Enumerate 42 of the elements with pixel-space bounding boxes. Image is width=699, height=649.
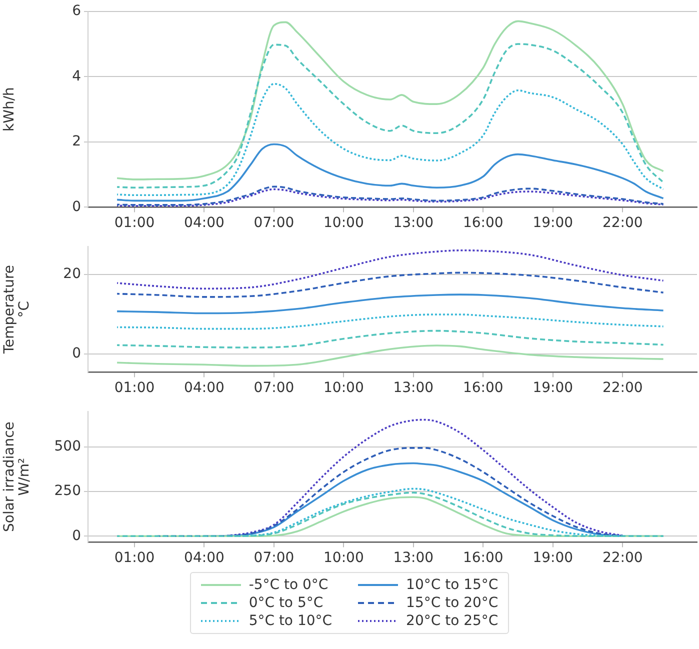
y-axis-title: Temperature °C bbox=[1, 264, 33, 355]
x-tick-label: 19:00 bbox=[532, 550, 574, 566]
x-tick-label: 10:00 bbox=[324, 380, 364, 396]
legend-label: -5°C to 0°C bbox=[248, 577, 328, 593]
x-tick-label: 22:00 bbox=[602, 215, 643, 232]
legend-label: 15°C to 20°C bbox=[406, 595, 498, 611]
y-axis-title: Solar irradiance W/m² bbox=[1, 422, 33, 532]
y-tick-label: 0 bbox=[72, 198, 81, 215]
x-tick-label: 01:00 bbox=[114, 215, 155, 232]
x-tick-label: 10:00 bbox=[324, 550, 364, 566]
x-tick-label: 22:00 bbox=[602, 550, 643, 566]
y-tick-label: 20 bbox=[63, 266, 81, 282]
x-tick-label: 07:00 bbox=[254, 215, 294, 232]
x-tick-label: 16:00 bbox=[462, 380, 504, 396]
y-tick-label: 4 bbox=[72, 68, 82, 84]
y-axis-title: kWh/h bbox=[1, 87, 18, 132]
x-tick-label: 01:00 bbox=[114, 550, 155, 566]
x-tick-label: 16:00 bbox=[462, 215, 504, 232]
legend-label: 5°C to 10°C bbox=[248, 613, 332, 629]
y-tick-label: 250 bbox=[54, 483, 81, 500]
x-tick-label: 13:00 bbox=[393, 550, 434, 566]
x-tick-label: 07:00 bbox=[254, 380, 294, 396]
x-tick-label: 16:00 bbox=[462, 550, 504, 566]
y-tick-label: 6 bbox=[72, 3, 82, 20]
x-tick-label: 22:00 bbox=[602, 380, 643, 396]
legend-label: 0°C to 5°C bbox=[248, 595, 324, 611]
x-tick-label: 07:00 bbox=[254, 550, 294, 566]
x-tick-label: 13:00 bbox=[393, 215, 434, 232]
y-tick-label: 0 bbox=[72, 528, 81, 544]
x-tick-label: 19:00 bbox=[532, 380, 574, 396]
x-tick-label: 10:00 bbox=[324, 215, 364, 232]
x-tick-label: 04:00 bbox=[184, 380, 224, 396]
x-tick-label: 04:00 bbox=[184, 550, 224, 566]
y-tick-label: 0 bbox=[72, 346, 81, 362]
x-tick-label: 04:00 bbox=[184, 215, 224, 232]
y-tick-label: 2 bbox=[72, 134, 81, 150]
y-tick-label: 500 bbox=[54, 438, 81, 455]
x-tick-label: 01:00 bbox=[114, 380, 155, 396]
legend-label: 10°C to 15°C bbox=[406, 577, 498, 593]
x-tick-label: 13:00 bbox=[393, 380, 434, 396]
legend-label: 20°C to 25°C bbox=[406, 613, 498, 629]
x-tick-label: 19:00 bbox=[532, 215, 574, 232]
